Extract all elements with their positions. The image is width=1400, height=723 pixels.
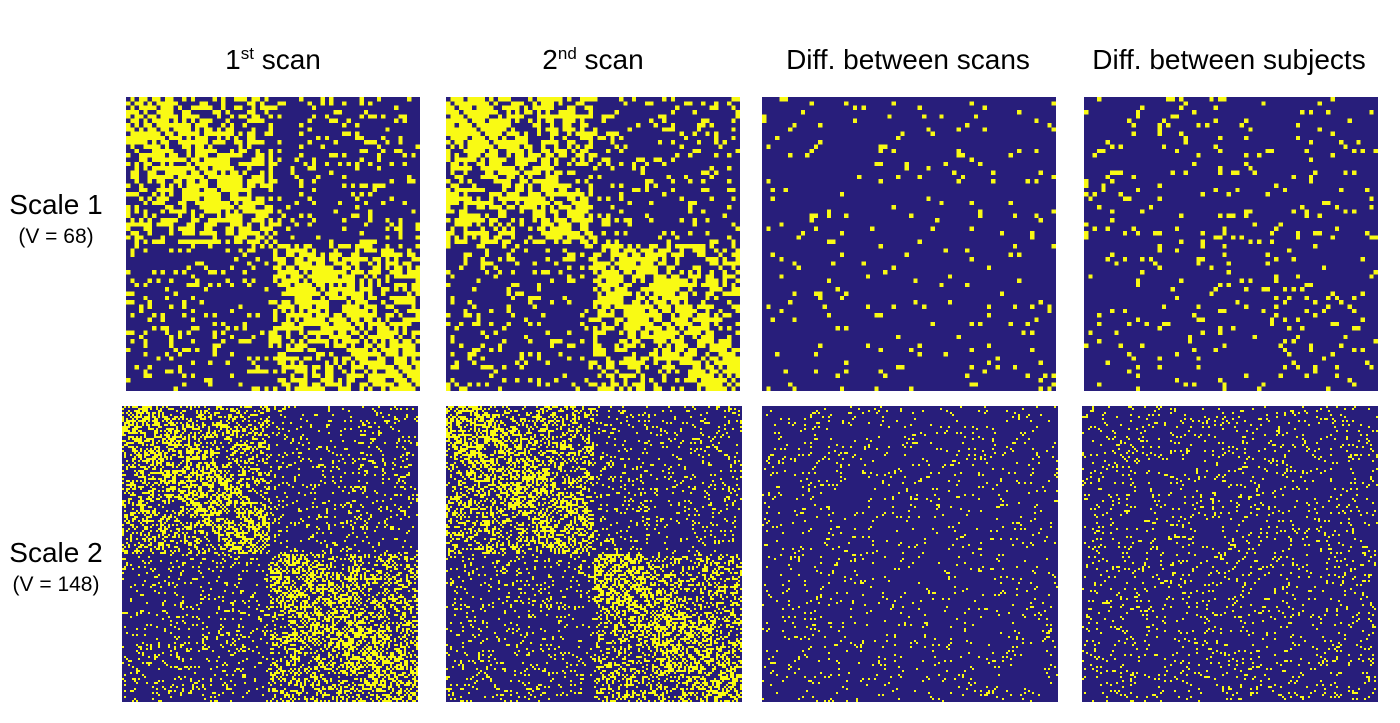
column-title-text: scan [576,44,644,75]
column-title-diff-scans: Diff. between scans [756,40,1060,80]
column-title-text: Diff. between subjects [1092,44,1366,75]
matrix-scale2-1st-scan [122,406,418,702]
matrix-scale1-diff-scans [762,97,1056,391]
column-title-text: scan [253,44,321,75]
row-title-sublabel: (V = 148) [12,573,100,596]
column-title-number: 2 [542,44,558,75]
column-title-ordinal: nd [557,44,577,63]
matrix-scale1-1st-scan [126,97,420,391]
matrix-scale1-2nd-scan [446,97,740,391]
matrix-scale1-diff-subjects [1084,97,1378,391]
matrix-scale2-2nd-scan [446,406,742,702]
column-title-number: 1 [225,44,241,75]
row-title-label: Scale 1 [9,189,103,220]
row-title-scale-1: Scale 1 (V = 68) [0,188,112,252]
row-title-label: Scale 2 [9,537,103,568]
row-title-sublabel: (V = 68) [18,225,94,248]
matrix-scale2-diff-subjects [1082,406,1378,702]
column-title-1st-scan: 1st scan [126,40,420,80]
column-title-ordinal: st [240,44,254,63]
row-title-scale-2: Scale 2 (V = 148) [0,536,112,600]
column-title-text: Diff. between scans [786,44,1030,75]
column-title-diff-subjects: Diff. between subjects [1070,40,1388,80]
matrix-scale2-diff-scans [762,406,1058,702]
column-title-2nd-scan: 2nd scan [446,40,740,80]
